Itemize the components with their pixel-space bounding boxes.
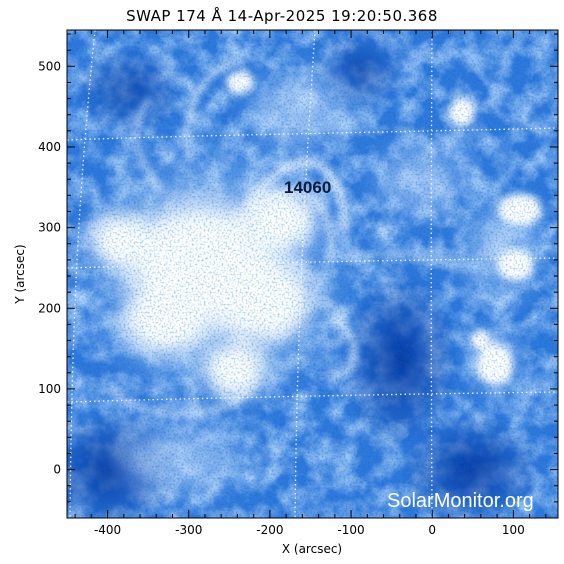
y-axis: 0 100 200 300 400 500 xyxy=(38,33,558,519)
y-tick-label: 100 xyxy=(38,382,61,396)
x-tick-label: -100 xyxy=(337,523,364,537)
watermark: SolarMonitor.org xyxy=(387,490,534,512)
x-axis-label: X (arcsec) xyxy=(282,542,342,556)
y-tick-label: 300 xyxy=(38,221,61,235)
y-tick-label: 0 xyxy=(53,463,61,477)
plot-frame xyxy=(66,29,559,519)
image-title: SWAP 174 Å 14-Apr-2025 19:20:50.368 xyxy=(126,7,438,25)
x-tick-label: 0 xyxy=(428,523,436,537)
y-tick-label: 400 xyxy=(38,140,61,154)
y-tick-label: 500 xyxy=(38,59,61,73)
x-tick-label: -300 xyxy=(175,523,202,537)
solar-image: 14060 SolarMonitor.org xyxy=(67,30,558,518)
x-tick-label: 100 xyxy=(502,523,525,537)
x-tick-label: -200 xyxy=(256,523,283,537)
y-axis-label: Y (arcsec) xyxy=(13,244,27,304)
x-tick-label: -400 xyxy=(94,523,121,537)
active-region-label: 14060 xyxy=(284,178,331,197)
y-tick-label: 200 xyxy=(38,301,61,315)
x-axis: -400 -300 -200 -100 0 100 xyxy=(74,30,547,537)
